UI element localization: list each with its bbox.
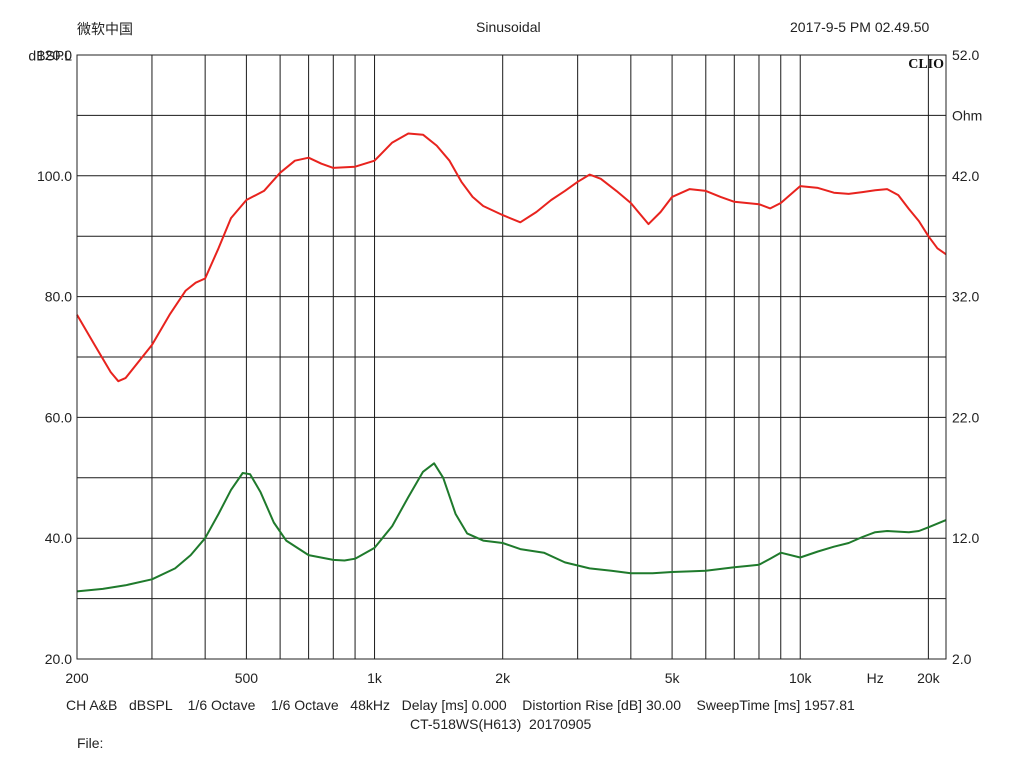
app-name: 微软中国 bbox=[77, 21, 133, 37]
device-id: CT-518WS(H613) 20170905 bbox=[410, 716, 592, 732]
x-tick-label: 10k bbox=[789, 670, 813, 686]
y-right-tick-label: 32.0 bbox=[952, 289, 979, 305]
y-right-axis-label: Ohm bbox=[952, 107, 982, 123]
clio-logo: CLIO bbox=[908, 57, 944, 72]
x-tick-label: 200 bbox=[65, 670, 89, 686]
impedance-curve bbox=[76, 462, 947, 593]
measurement-mode: Sinusoidal bbox=[476, 19, 541, 35]
x-tick-label: 2k bbox=[495, 670, 511, 686]
y-left-tick-label: 80.0 bbox=[45, 289, 72, 305]
file-label: File: bbox=[77, 735, 104, 751]
x-tick-label: 500 bbox=[235, 670, 259, 686]
series-layer bbox=[76, 132, 947, 593]
y-left-tick-label: 40.0 bbox=[45, 530, 72, 546]
x-tick-label: 5k bbox=[665, 670, 681, 686]
spl-curve bbox=[76, 132, 947, 383]
y-left-tick-label: 60.0 bbox=[45, 409, 72, 425]
y-left-tick-label: 120.0 bbox=[37, 47, 72, 63]
y-right-tick-label: 22.0 bbox=[952, 409, 979, 425]
measurement-datetime: 2017-9-5 PM 02.49.50 bbox=[790, 19, 930, 35]
x-tick-label: 1k bbox=[367, 670, 383, 686]
x-unit-label: Hz bbox=[867, 670, 884, 686]
y-left-tick-label: 20.0 bbox=[45, 651, 72, 667]
measurement-settings: CH A&B dBSPL 1/6 Octave 1/6 Octave 48kHz… bbox=[66, 697, 855, 713]
y-right-tick-label: 2.0 bbox=[952, 651, 972, 667]
y-right-tick-label: 42.0 bbox=[952, 168, 979, 184]
y-right-tick-label: 52.0 bbox=[952, 47, 979, 63]
x-tick-label: 20k bbox=[917, 670, 941, 686]
y-left-axis-label: dBSPL bbox=[28, 47, 72, 63]
grid bbox=[77, 55, 946, 659]
y-left-tick-label: 100.0 bbox=[37, 168, 72, 184]
plot-frame bbox=[76, 54, 947, 660]
y-right-tick-label: 12.0 bbox=[952, 530, 979, 546]
